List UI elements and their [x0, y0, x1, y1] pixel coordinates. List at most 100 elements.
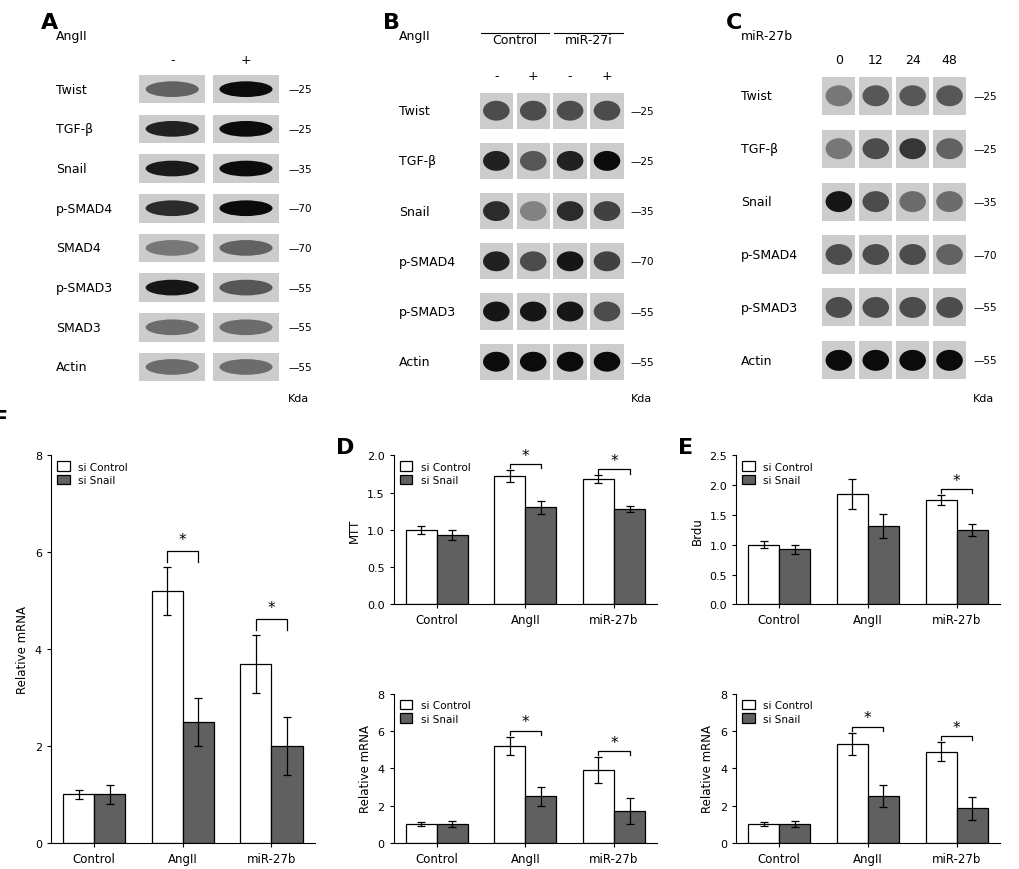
- Bar: [182, 722, 214, 843]
- Bar: [932, 236, 965, 275]
- Text: *: *: [609, 735, 618, 750]
- Text: —25: —25: [972, 91, 996, 102]
- Bar: [213, 116, 279, 144]
- Bar: [932, 183, 965, 222]
- Ellipse shape: [862, 139, 889, 160]
- Bar: [240, 664, 271, 843]
- Bar: [590, 143, 623, 180]
- Bar: [590, 344, 623, 381]
- Text: —55: —55: [288, 362, 312, 373]
- Ellipse shape: [520, 152, 546, 172]
- Text: Actin: Actin: [398, 355, 430, 368]
- Y-axis label: MTT: MTT: [347, 518, 361, 542]
- Bar: [139, 195, 205, 223]
- Text: *: *: [521, 448, 529, 463]
- Text: —55: —55: [288, 283, 312, 293]
- Bar: [494, 476, 525, 605]
- Text: *: *: [952, 474, 960, 488]
- Text: *: *: [952, 720, 960, 735]
- Text: Snail: Snail: [398, 205, 429, 218]
- Bar: [895, 130, 928, 169]
- Text: Snail: Snail: [56, 163, 87, 176]
- Text: Twist: Twist: [56, 83, 87, 96]
- Text: p-SMAD3: p-SMAD3: [398, 306, 455, 319]
- Text: F: F: [0, 409, 8, 429]
- Ellipse shape: [146, 360, 199, 375]
- Legend: si Control, si Snail: si Control, si Snail: [395, 458, 474, 489]
- Bar: [479, 244, 513, 280]
- Bar: [139, 314, 205, 342]
- Ellipse shape: [219, 360, 272, 375]
- Bar: [858, 289, 892, 327]
- Text: —55: —55: [630, 357, 653, 368]
- Ellipse shape: [146, 122, 199, 137]
- Ellipse shape: [862, 297, 889, 319]
- Bar: [213, 195, 279, 223]
- Bar: [895, 289, 928, 327]
- Bar: [213, 314, 279, 342]
- Text: TGF-β: TGF-β: [56, 123, 94, 136]
- Bar: [836, 744, 867, 843]
- Legend: si Control, si Snail: si Control, si Snail: [53, 458, 131, 489]
- Ellipse shape: [556, 302, 583, 322]
- Ellipse shape: [219, 241, 272, 256]
- Bar: [139, 274, 205, 302]
- Ellipse shape: [824, 86, 851, 107]
- Ellipse shape: [556, 352, 583, 372]
- Bar: [895, 183, 928, 222]
- Text: AngII: AngII: [398, 30, 430, 43]
- Ellipse shape: [483, 202, 510, 222]
- Text: C: C: [725, 13, 741, 33]
- Text: p-SMAD3: p-SMAD3: [56, 282, 113, 295]
- Text: *: *: [609, 454, 618, 468]
- Bar: [516, 294, 549, 330]
- Ellipse shape: [593, 252, 620, 272]
- Text: *: *: [521, 714, 529, 729]
- Bar: [924, 501, 956, 605]
- Bar: [821, 183, 855, 222]
- Bar: [747, 545, 779, 605]
- Ellipse shape: [219, 281, 272, 296]
- Ellipse shape: [483, 352, 510, 372]
- Ellipse shape: [520, 252, 546, 272]
- Text: miR-27b: miR-27b: [741, 30, 793, 43]
- Bar: [516, 143, 549, 180]
- Ellipse shape: [862, 245, 889, 266]
- Bar: [525, 507, 555, 605]
- Bar: [590, 294, 623, 330]
- Ellipse shape: [520, 202, 546, 222]
- Bar: [479, 143, 513, 180]
- Bar: [613, 812, 644, 843]
- Text: —35: —35: [972, 197, 996, 208]
- Ellipse shape: [146, 201, 199, 217]
- Text: Kda: Kda: [288, 394, 309, 403]
- Bar: [836, 494, 867, 605]
- Ellipse shape: [899, 297, 925, 319]
- Legend: si Control, si Snail: si Control, si Snail: [738, 458, 816, 489]
- Ellipse shape: [899, 245, 925, 266]
- Text: Kda: Kda: [630, 394, 651, 403]
- Ellipse shape: [935, 245, 962, 266]
- Bar: [553, 94, 586, 129]
- Ellipse shape: [824, 139, 851, 160]
- Ellipse shape: [862, 192, 889, 213]
- Legend: si Control, si Snail: si Control, si Snail: [738, 696, 816, 728]
- Bar: [924, 752, 956, 843]
- Text: miR-27i: miR-27i: [565, 34, 611, 47]
- Text: +: +: [528, 70, 538, 83]
- Ellipse shape: [935, 192, 962, 213]
- Text: —70: —70: [630, 257, 653, 267]
- Ellipse shape: [935, 350, 962, 371]
- Text: —70: —70: [288, 243, 312, 254]
- Text: E: E: [678, 438, 693, 458]
- Bar: [895, 236, 928, 275]
- Bar: [139, 155, 205, 183]
- Ellipse shape: [824, 297, 851, 319]
- Bar: [779, 550, 809, 605]
- Ellipse shape: [593, 202, 620, 222]
- Bar: [94, 794, 125, 843]
- Text: p-SMAD4: p-SMAD4: [56, 202, 113, 216]
- Ellipse shape: [899, 192, 925, 213]
- Ellipse shape: [520, 302, 546, 322]
- Bar: [895, 342, 928, 380]
